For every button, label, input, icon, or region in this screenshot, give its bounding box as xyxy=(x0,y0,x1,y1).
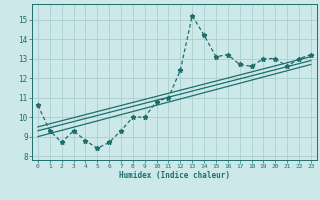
X-axis label: Humidex (Indice chaleur): Humidex (Indice chaleur) xyxy=(119,171,230,180)
